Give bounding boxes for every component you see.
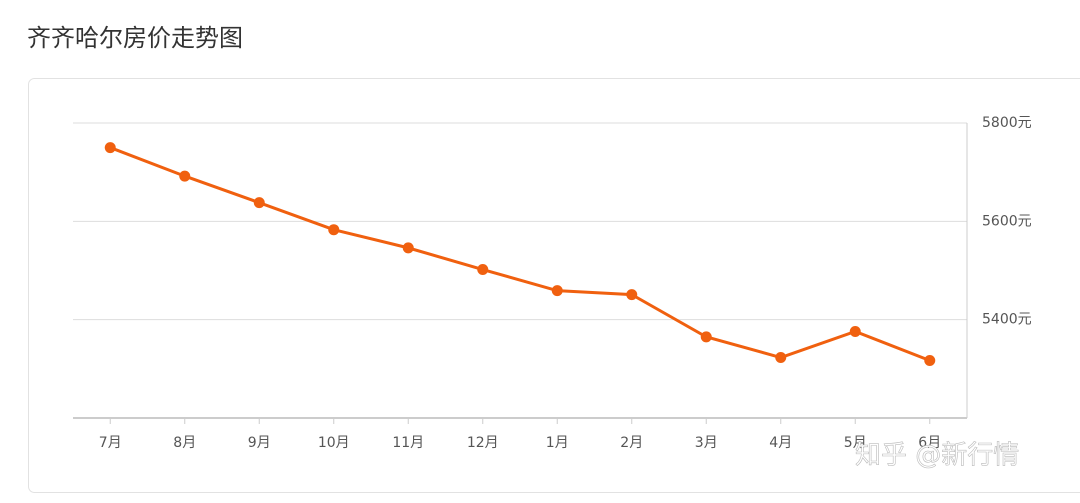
point — [179, 171, 190, 182]
y-tick-label: 5400元 — [982, 312, 1032, 328]
point — [626, 289, 637, 300]
x-tick-label: 12月 — [467, 435, 499, 451]
x-tick-label: 9月 — [248, 435, 271, 451]
watermark: 知乎 @新行情 — [855, 441, 1019, 471]
point — [552, 285, 563, 296]
x-tick-label: 4月 — [769, 435, 792, 451]
x-tick-label: 1月 — [546, 435, 569, 451]
chart-title: 齐齐哈尔房价走势图 — [27, 24, 243, 52]
y-tick-label: 5600元 — [982, 213, 1032, 229]
point — [254, 197, 265, 208]
point — [328, 224, 339, 235]
point — [105, 142, 116, 153]
x-tick-label: 7月 — [99, 435, 122, 451]
x-tick-label: 8月 — [173, 435, 196, 451]
x-tick-label: 10月 — [318, 435, 350, 451]
point — [701, 331, 712, 342]
point — [775, 352, 786, 363]
point — [924, 355, 935, 366]
point — [403, 242, 414, 253]
x-tick-label: 3月 — [695, 435, 718, 451]
x-tick-label: 11月 — [392, 435, 424, 451]
panel — [29, 79, 1080, 493]
y-tick-label: 5800元 — [982, 115, 1032, 131]
point — [477, 264, 488, 275]
point — [850, 326, 861, 337]
x-tick-label: 2月 — [620, 435, 643, 451]
